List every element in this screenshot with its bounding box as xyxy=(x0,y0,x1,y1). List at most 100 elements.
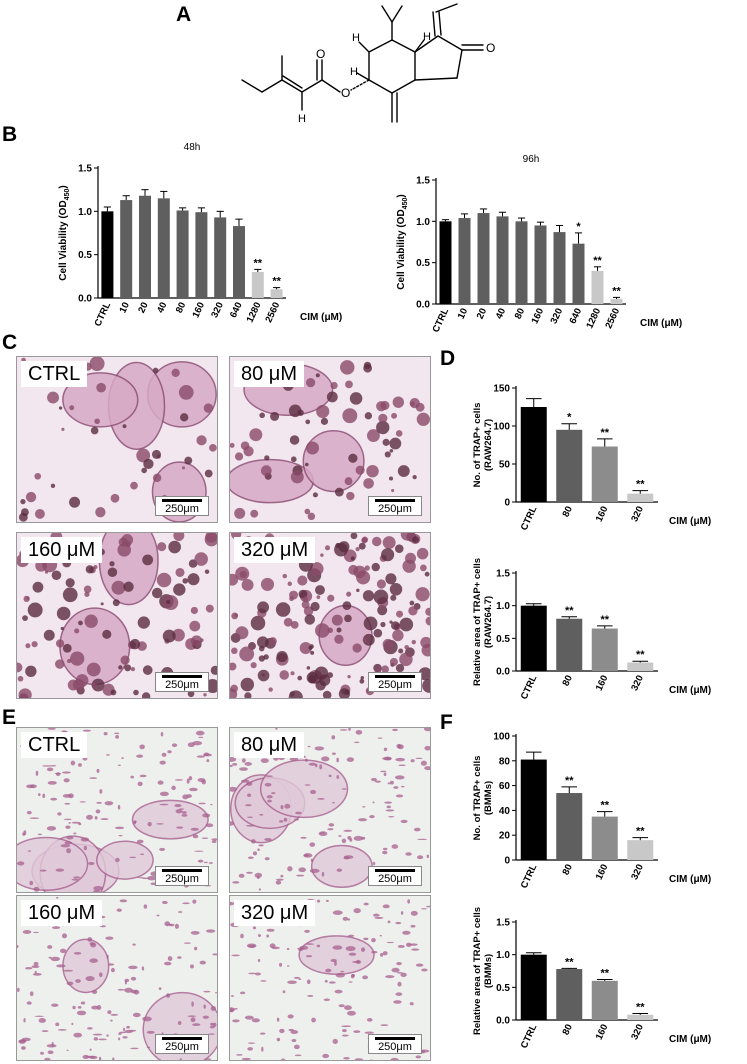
stain-particle xyxy=(39,869,47,872)
stain-particle xyxy=(51,1003,59,1007)
scale-bar: 250μm xyxy=(155,1034,209,1054)
stain-particle xyxy=(241,758,246,763)
stain-particle xyxy=(266,934,270,938)
stain-particle xyxy=(117,988,125,991)
y-axis-label: Relative area of TRAP+ cells xyxy=(472,907,483,1035)
y-axis-label: (BMMs) xyxy=(483,954,494,988)
stain-particle xyxy=(187,690,195,698)
stain-particle xyxy=(290,456,297,463)
stain-particle xyxy=(209,443,217,452)
stain-particle xyxy=(201,837,209,840)
stain-particle xyxy=(308,762,317,766)
stain-particle xyxy=(362,590,375,602)
stain-particle xyxy=(173,533,185,542)
stain-particle xyxy=(26,1001,32,1005)
stain-particle xyxy=(348,728,351,731)
stain-particle xyxy=(302,596,308,602)
stain-particle xyxy=(230,995,234,997)
stain-particle xyxy=(203,693,207,697)
y-axis-label: Cell Viability (OD450) xyxy=(396,194,409,289)
stain-particle xyxy=(353,835,364,841)
x-tick-label: 640 xyxy=(568,307,585,326)
stain-particle xyxy=(109,561,115,567)
x-tick-label: 320 xyxy=(629,1023,646,1042)
stain-particle xyxy=(338,1004,345,1008)
stain-particle xyxy=(349,838,353,842)
stain-particle xyxy=(59,948,67,954)
stain-particle xyxy=(334,989,343,994)
stain-particle xyxy=(130,775,134,779)
stain-particle xyxy=(50,797,58,801)
stain-particle xyxy=(324,545,331,551)
stain-particle xyxy=(198,736,204,738)
stain-particle xyxy=(133,820,137,825)
scale-bar-label: 250μm xyxy=(165,873,199,885)
bar xyxy=(477,213,490,304)
stain-particle xyxy=(96,768,100,773)
stain-particle xyxy=(68,821,71,824)
stain-particle xyxy=(287,980,297,985)
x-tick-label: 80 xyxy=(561,674,575,688)
stain-particle xyxy=(247,856,254,860)
stain-particle xyxy=(130,976,137,981)
y-tick-label: 100 xyxy=(493,732,510,743)
stain-particle xyxy=(55,1022,60,1027)
stain-particle xyxy=(279,962,283,967)
stain-particle xyxy=(310,650,315,655)
stain-particle xyxy=(344,477,353,486)
stain-particle xyxy=(393,1000,402,1004)
stain-particle xyxy=(310,601,320,612)
stain-particle xyxy=(304,508,311,515)
x-tick-label: 80 xyxy=(561,863,575,877)
stain-particle xyxy=(415,963,424,967)
stain-particle xyxy=(29,784,37,789)
stain-particle xyxy=(73,832,77,835)
stain-particle xyxy=(38,1018,46,1023)
stain-particle xyxy=(408,606,418,616)
stain-particle xyxy=(356,570,371,585)
stain-particle xyxy=(190,1017,196,1023)
scale-bar-label: 250μm xyxy=(378,679,412,691)
stain-particle xyxy=(230,442,235,448)
stain-particle xyxy=(124,980,127,985)
stain-particle xyxy=(294,1054,302,1057)
stain-particle xyxy=(268,687,273,692)
stain-particle xyxy=(341,788,347,790)
stain-particle xyxy=(205,533,217,543)
stain-particle xyxy=(407,899,411,904)
stain-particle xyxy=(25,643,31,649)
stain-particle xyxy=(363,937,369,941)
stain-particle xyxy=(142,1016,152,1022)
y-tick-label: 20 xyxy=(499,831,511,842)
stain-particle xyxy=(376,579,386,589)
y-axis-label-text: Cell Viability (OD xyxy=(58,200,69,280)
stain-particle xyxy=(316,595,321,600)
stain-particle xyxy=(194,946,198,951)
stain-particle xyxy=(341,1025,352,1028)
stain-particle xyxy=(238,873,245,878)
significance-marker: ** xyxy=(600,614,609,626)
stain-particle xyxy=(46,826,57,831)
stain-particle xyxy=(260,758,269,764)
stain-particle xyxy=(279,670,290,680)
y-axis-label: (BMMs) xyxy=(483,781,494,815)
stain-particle xyxy=(239,991,246,995)
stain-particle xyxy=(264,782,272,787)
stain-particle xyxy=(156,572,172,588)
stain-particle xyxy=(119,899,128,903)
x-tick-label: 1280 xyxy=(584,307,603,331)
stain-particle xyxy=(250,615,266,631)
y-tick-label: 0.5 xyxy=(78,250,92,261)
y-tick-label: 60 xyxy=(499,781,511,792)
y-tick-label: 40 xyxy=(499,806,511,817)
stain-particle xyxy=(245,804,252,807)
stain-particle xyxy=(354,1058,364,1060)
stain-particle xyxy=(280,1058,286,1060)
stain-particle xyxy=(139,744,145,750)
stain-particle xyxy=(31,641,38,648)
stain-particle xyxy=(230,662,237,671)
atom-h-4: H xyxy=(298,113,306,125)
stain-particle xyxy=(246,781,253,786)
micrograph-c-320: 320 μM 250μm xyxy=(229,532,431,699)
stain-particle xyxy=(396,610,404,618)
